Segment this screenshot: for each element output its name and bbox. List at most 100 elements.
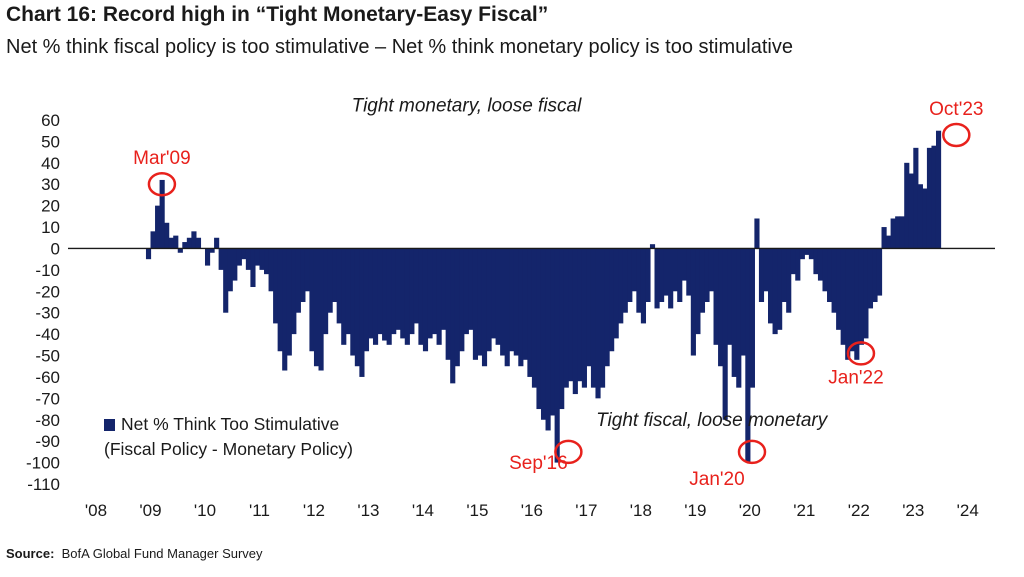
bar xyxy=(436,248,442,345)
bar xyxy=(609,248,615,352)
bar xyxy=(264,248,270,275)
callout-label: Mar'09 xyxy=(133,148,190,169)
bar xyxy=(649,244,656,249)
bar xyxy=(354,248,360,367)
bar xyxy=(858,248,864,345)
bar xyxy=(822,248,828,292)
bar xyxy=(854,248,860,360)
bar xyxy=(586,248,592,367)
bar xyxy=(481,248,488,367)
callout-circle xyxy=(554,439,583,465)
bar xyxy=(668,248,674,309)
bar xyxy=(254,248,261,266)
callout-label: Jan'20 xyxy=(689,469,744,490)
bar xyxy=(718,248,724,367)
bar xyxy=(890,218,896,249)
bar xyxy=(763,248,769,292)
y-tick-label: 50 xyxy=(41,132,60,151)
bar xyxy=(336,248,342,324)
bar xyxy=(277,248,283,352)
bar xyxy=(931,145,937,249)
bar xyxy=(908,173,914,249)
bar xyxy=(727,248,733,345)
bar xyxy=(754,218,760,249)
bar xyxy=(531,248,538,388)
callout-circle xyxy=(737,439,767,465)
bar xyxy=(273,248,279,324)
chart-title: Chart 16: Record high in “Tight Monetary… xyxy=(6,3,549,26)
bar xyxy=(540,248,547,420)
bar xyxy=(214,237,220,249)
bar xyxy=(250,248,256,288)
bar xyxy=(223,248,229,313)
bar xyxy=(863,248,869,339)
bar xyxy=(527,248,533,377)
x-tick-label: '21 xyxy=(793,501,815,520)
bar xyxy=(563,248,569,388)
bar xyxy=(468,248,474,330)
bar xyxy=(518,248,524,367)
bar xyxy=(291,248,297,335)
y-tick-label: 30 xyxy=(41,175,60,194)
bar xyxy=(622,248,628,313)
y-tick-label: -50 xyxy=(35,347,60,366)
bar xyxy=(777,248,783,330)
x-tick-label: '12 xyxy=(303,501,325,520)
bar xyxy=(186,237,192,249)
bar xyxy=(917,184,923,249)
bar xyxy=(677,248,683,302)
bar xyxy=(926,147,933,249)
x-tick-label: '24 xyxy=(957,501,979,520)
bar xyxy=(572,248,578,395)
bar xyxy=(372,248,379,345)
bar xyxy=(595,248,601,399)
bar xyxy=(672,248,678,292)
bar xyxy=(282,248,288,371)
bar xyxy=(600,248,606,388)
bar xyxy=(318,248,324,371)
bar xyxy=(827,248,833,302)
legend-label-line1: Net % Think Too Stimulative xyxy=(121,414,340,434)
bar xyxy=(867,248,874,309)
bar xyxy=(704,248,710,302)
bar xyxy=(236,248,242,266)
bar xyxy=(472,248,479,360)
bar xyxy=(840,248,846,345)
bar xyxy=(218,248,224,270)
bar xyxy=(304,248,311,292)
bar xyxy=(922,188,928,249)
callout-circle xyxy=(846,341,876,366)
y-tick-label: -80 xyxy=(35,411,60,430)
bar xyxy=(768,248,774,324)
bar xyxy=(504,248,510,367)
bar xyxy=(345,248,351,335)
bar xyxy=(386,248,392,345)
callout-label: Oct'23 xyxy=(929,99,983,120)
y-tick-label: -90 xyxy=(35,432,60,451)
bar xyxy=(536,248,542,410)
x-tick-label: '11 xyxy=(249,501,270,520)
bar xyxy=(613,248,619,339)
y-tick-label: 0 xyxy=(51,239,60,258)
bar xyxy=(454,248,460,367)
bar xyxy=(636,248,642,313)
chart-legend: Net % Think Too Stimulative (Fiscal Poli… xyxy=(104,412,353,462)
y-tick-label: -70 xyxy=(35,389,60,408)
bar xyxy=(377,248,383,335)
bar xyxy=(913,147,919,249)
x-tick-label: '10 xyxy=(194,501,216,520)
y-tick-label: -20 xyxy=(35,282,60,301)
bar xyxy=(799,248,805,260)
source-text: BofA Global Fund Manager Survey xyxy=(61,546,263,561)
bar xyxy=(545,248,551,431)
y-tick-label: -110 xyxy=(27,475,60,494)
chart-subtitle: Net % think fiscal policy is too stimula… xyxy=(6,36,793,58)
y-tick-label: -40 xyxy=(35,325,60,344)
bar xyxy=(450,248,456,384)
y-tick-label: 40 xyxy=(41,154,60,173)
legend-label-line2: (Fiscal Policy - Monetary Policy) xyxy=(104,439,353,459)
y-tick-label: -100 xyxy=(26,454,60,473)
bar xyxy=(313,248,320,367)
bar xyxy=(245,248,251,270)
bar xyxy=(418,248,424,345)
